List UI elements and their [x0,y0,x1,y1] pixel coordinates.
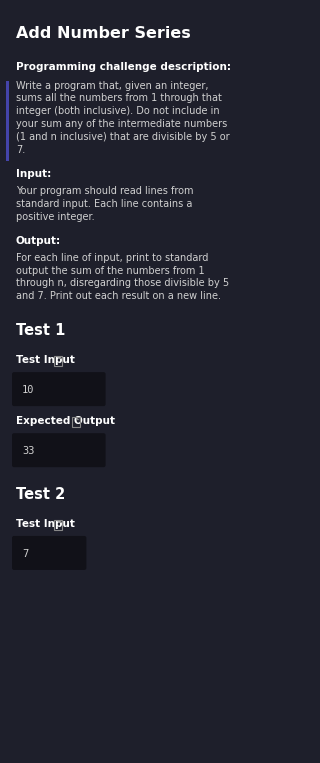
Text: 33: 33 [22,446,35,456]
Text: Test Input: Test Input [16,519,75,529]
Text: Test Input: Test Input [16,355,75,365]
FancyBboxPatch shape [12,372,106,406]
Text: Output:: Output: [16,236,61,246]
Text: Add Number Series: Add Number Series [16,26,191,41]
FancyBboxPatch shape [12,536,86,570]
FancyBboxPatch shape [12,433,106,467]
Text: Programming challenge description:: Programming challenge description: [16,62,231,72]
Text: Test 2: Test 2 [16,488,65,502]
Text: 10: 10 [22,385,35,395]
Text: Your program should read lines from
standard input. Each line contains a
positiv: Your program should read lines from stan… [16,186,194,222]
Text: Expected Output: Expected Output [16,416,115,426]
Polygon shape [60,356,62,359]
Text: Write a program that, given an integer,
sums all the numbers from 1 through that: Write a program that, given an integer, … [16,81,230,155]
Bar [6,81,9,162]
Text: 7: 7 [22,549,28,559]
Polygon shape [60,520,62,523]
Polygon shape [76,417,80,420]
Text: For each line of input, print to standard
output the sum of the numbers from 1
t: For each line of input, print to standar… [16,253,229,301]
Text: Test 1: Test 1 [16,324,65,338]
Text: Input:: Input: [16,169,51,179]
